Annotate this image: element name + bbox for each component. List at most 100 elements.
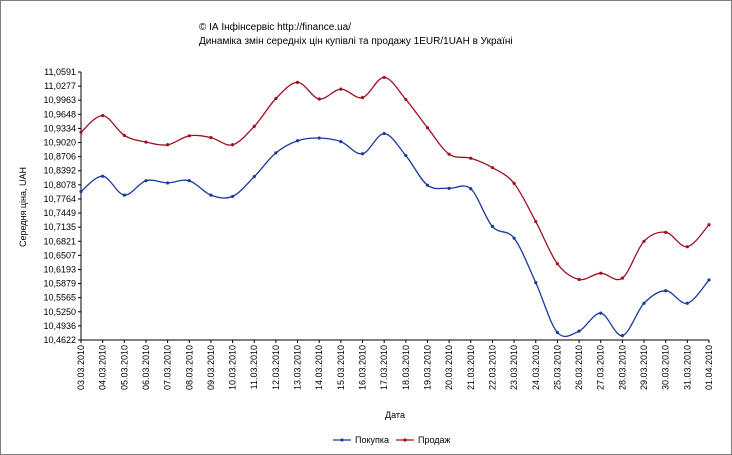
x-tick-label: 29.03.2010 xyxy=(639,345,649,390)
x-tick-label: 03.03.2010 xyxy=(76,345,86,390)
x-tick-label: 24.03.2010 xyxy=(531,345,541,390)
y-tick-label: 11,0591 xyxy=(44,67,76,77)
data-point xyxy=(555,330,560,335)
data-point xyxy=(144,140,148,144)
data-point xyxy=(642,239,646,243)
data-point xyxy=(469,156,473,160)
y-tick-label: 10,5565 xyxy=(43,293,76,303)
y-tick-label: 10,6193 xyxy=(43,264,76,274)
x-tick-label: 25.03.2010 xyxy=(552,345,562,390)
legend-marker xyxy=(403,438,407,442)
x-tick-label: 22.03.2010 xyxy=(487,345,497,390)
legend: Покупка Продаж xyxy=(333,435,451,445)
x-tick-label: 13.03.2010 xyxy=(293,345,303,390)
x-tick-label: 12.03.2010 xyxy=(271,345,281,390)
data-point xyxy=(101,113,105,118)
y-tick-label: 10,7764 xyxy=(43,194,76,204)
x-axis-label: Дата xyxy=(385,410,405,420)
data-point xyxy=(490,224,495,229)
y-tick-label: 10,9963 xyxy=(43,95,76,105)
y-tick-label: 10,4936 xyxy=(43,321,76,331)
chart-subtitle: Динаміка змін середніх цін купівлі та пр… xyxy=(199,36,513,47)
x-tick-label: 01.04.2010 xyxy=(704,345,714,390)
data-point xyxy=(707,278,711,282)
x-tick-label: 21.03.2010 xyxy=(466,345,476,390)
data-point xyxy=(577,329,581,333)
data-point xyxy=(339,87,343,91)
data-point xyxy=(122,133,126,137)
data-point xyxy=(79,130,83,134)
x-tick-label: 27.03.2010 xyxy=(596,345,606,390)
series-line xyxy=(80,132,710,338)
x-tick-label: 06.03.2010 xyxy=(141,345,151,390)
y-tick-label: 10,7449 xyxy=(43,208,76,218)
data-point xyxy=(664,289,668,293)
data-point xyxy=(382,75,386,80)
y-tick-label: 10,5879 xyxy=(43,279,76,289)
y-ticks: 11,0591 11,0277 10,9963 10,9648 10,9334 10,90… xyxy=(43,67,81,345)
x-tick-label: 08.03.2010 xyxy=(184,345,194,390)
axes xyxy=(80,72,709,341)
data-point xyxy=(339,140,343,144)
data-point xyxy=(360,152,365,156)
data-point xyxy=(599,311,603,315)
data-point xyxy=(642,301,646,305)
x-tick-label: 31.03.2010 xyxy=(682,345,692,390)
x-tick-label: 18.03.2010 xyxy=(401,345,411,390)
y-tick-label: 10,5250 xyxy=(43,307,76,317)
y-tick-label: 10,9020 xyxy=(43,138,76,148)
chart-title: © ІА Інфінсервіс http://finance.ua/ xyxy=(199,21,351,33)
x-tick-label: 05.03.2010 xyxy=(119,345,129,390)
series-1 xyxy=(79,131,711,338)
data-point xyxy=(101,174,105,178)
data-point xyxy=(252,175,256,179)
x-tick-label: 26.03.2010 xyxy=(574,345,584,390)
data-point xyxy=(599,271,603,275)
data-point xyxy=(274,96,278,101)
data-point xyxy=(209,135,213,140)
data-point xyxy=(512,236,516,240)
x-tick-label: 04.03.2010 xyxy=(98,345,108,390)
x-tick-label: 07.03.2010 xyxy=(163,345,173,390)
y-tick-label: 10,6821 xyxy=(43,236,76,246)
data-point xyxy=(230,143,235,147)
data-point xyxy=(425,183,430,187)
data-point xyxy=(382,131,386,136)
series-2 xyxy=(79,75,711,282)
x-tick-label: 28.03.2010 xyxy=(617,345,627,390)
y-axis-label: Середня ціна, UAH xyxy=(18,167,28,247)
x-tick-label: 20.03.2010 xyxy=(444,345,454,390)
data-point xyxy=(187,179,191,183)
y-tick-label: 11,0277 xyxy=(44,81,76,91)
x-tick-label: 30.03.2010 xyxy=(661,345,671,390)
x-tick-label: 14.03.2010 xyxy=(314,345,324,390)
y-tick-label: 10,6507 xyxy=(43,250,76,260)
y-tick-label: 10,8706 xyxy=(43,152,76,162)
data-point xyxy=(425,126,430,130)
data-point xyxy=(187,134,191,138)
data-point xyxy=(534,281,538,285)
data-point xyxy=(469,187,473,191)
data-point xyxy=(707,223,711,227)
data-point xyxy=(447,186,451,190)
data-point xyxy=(577,277,581,282)
legend-label: Покупка xyxy=(355,435,389,445)
x-tick-label: 23.03.2010 xyxy=(509,345,519,390)
data-point xyxy=(79,189,83,194)
y-tick-label: 10,8392 xyxy=(43,166,76,176)
y-tick-label: 10,8078 xyxy=(43,180,76,190)
data-point xyxy=(490,166,495,170)
data-point xyxy=(512,181,516,185)
series-line xyxy=(80,76,710,281)
data-point xyxy=(404,97,408,102)
y-tick-label: 10,7135 xyxy=(43,222,76,232)
data-point xyxy=(664,230,668,234)
data-point xyxy=(685,245,689,249)
x-tick-label: 09.03.2010 xyxy=(206,345,216,390)
x-tick-label: 15.03.2010 xyxy=(336,345,346,390)
data-point xyxy=(447,152,451,156)
data-point xyxy=(166,143,170,147)
x-tick-label: 17.03.2010 xyxy=(379,345,389,390)
